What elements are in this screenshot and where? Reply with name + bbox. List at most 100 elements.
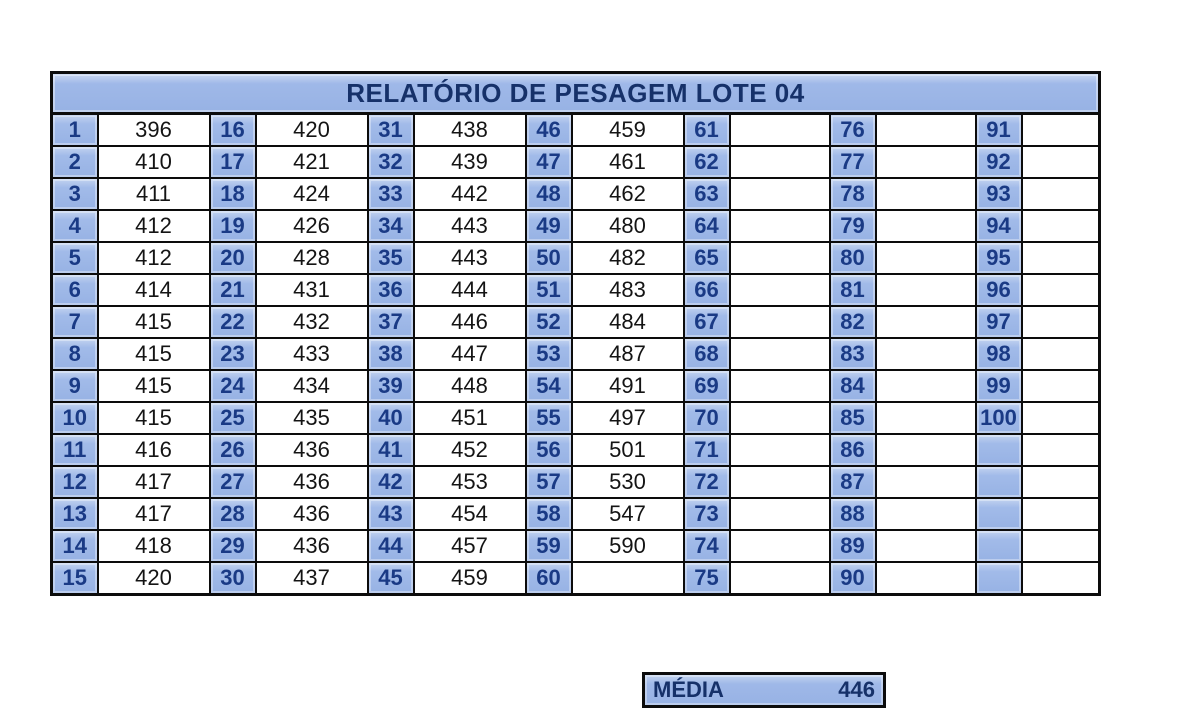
weight-value-cell[interactable]: [1020, 273, 1101, 307]
row-number-cell[interactable]: 87: [828, 465, 877, 499]
row-number-cell[interactable]: 44: [366, 529, 415, 563]
weight-value-cell[interactable]: 453: [412, 465, 527, 499]
weight-value-cell[interactable]: 444: [412, 273, 527, 307]
row-number-cell[interactable]: 55: [524, 401, 573, 435]
row-number-cell[interactable]: 74: [682, 529, 731, 563]
weight-value-cell[interactable]: 411: [96, 177, 211, 211]
row-number-cell[interactable]: 8: [50, 337, 99, 371]
weight-value-cell[interactable]: 415: [96, 337, 211, 371]
row-number-cell[interactable]: 95: [974, 241, 1023, 275]
weight-value-cell[interactable]: 436: [254, 529, 369, 563]
row-number-cell[interactable]: 75: [682, 561, 731, 596]
weight-value-cell[interactable]: 438: [412, 112, 527, 147]
weight-value-cell[interactable]: [874, 465, 977, 499]
row-number-cell[interactable]: [974, 465, 1023, 499]
weight-value-cell[interactable]: [728, 465, 831, 499]
weight-value-cell[interactable]: 482: [570, 241, 685, 275]
weight-value-cell[interactable]: 414: [96, 273, 211, 307]
weight-value-cell[interactable]: 421: [254, 145, 369, 179]
weight-value-cell[interactable]: [874, 337, 977, 371]
weight-value-cell[interactable]: [874, 401, 977, 435]
row-number-cell[interactable]: 5: [50, 241, 99, 275]
row-number-cell[interactable]: 90: [828, 561, 877, 596]
row-number-cell[interactable]: 21: [208, 273, 257, 307]
row-number-cell[interactable]: 96: [974, 273, 1023, 307]
row-number-cell[interactable]: 26: [208, 433, 257, 467]
weight-value-cell[interactable]: [1020, 337, 1101, 371]
row-number-cell[interactable]: 11: [50, 433, 99, 467]
row-number-cell[interactable]: 71: [682, 433, 731, 467]
row-number-cell[interactable]: 46: [524, 112, 573, 147]
row-number-cell[interactable]: 25: [208, 401, 257, 435]
weight-value-cell[interactable]: 436: [254, 433, 369, 467]
row-number-cell[interactable]: 4: [50, 209, 99, 243]
row-number-cell[interactable]: 92: [974, 145, 1023, 179]
weight-value-cell[interactable]: 417: [96, 465, 211, 499]
weight-value-cell[interactable]: 446: [412, 305, 527, 339]
weight-value-cell[interactable]: 431: [254, 273, 369, 307]
row-number-cell[interactable]: 52: [524, 305, 573, 339]
row-number-cell[interactable]: 34: [366, 209, 415, 243]
weight-value-cell[interactable]: 443: [412, 241, 527, 275]
row-number-cell[interactable]: 3: [50, 177, 99, 211]
row-number-cell[interactable]: 47: [524, 145, 573, 179]
row-number-cell[interactable]: 22: [208, 305, 257, 339]
row-number-cell[interactable]: 85: [828, 401, 877, 435]
row-number-cell[interactable]: 65: [682, 241, 731, 275]
row-number-cell[interactable]: 51: [524, 273, 573, 307]
row-number-cell[interactable]: 80: [828, 241, 877, 275]
weight-value-cell[interactable]: 434: [254, 369, 369, 403]
weight-value-cell[interactable]: [728, 497, 831, 531]
row-number-cell[interactable]: [974, 529, 1023, 563]
row-number-cell[interactable]: 17: [208, 145, 257, 179]
weight-value-cell[interactable]: [874, 497, 977, 531]
weight-value-cell[interactable]: 436: [254, 497, 369, 531]
weight-value-cell[interactable]: 418: [96, 529, 211, 563]
row-number-cell[interactable]: 82: [828, 305, 877, 339]
weight-value-cell[interactable]: [874, 209, 977, 243]
row-number-cell[interactable]: 76: [828, 112, 877, 147]
row-number-cell[interactable]: 49: [524, 209, 573, 243]
weight-value-cell[interactable]: [874, 529, 977, 563]
weight-value-cell[interactable]: 442: [412, 177, 527, 211]
row-number-cell[interactable]: 50: [524, 241, 573, 275]
weight-value-cell[interactable]: [728, 305, 831, 339]
weight-value-cell[interactable]: [1020, 497, 1101, 531]
row-number-cell[interactable]: 84: [828, 369, 877, 403]
weight-value-cell[interactable]: [1020, 145, 1101, 179]
weight-value-cell[interactable]: 451: [412, 401, 527, 435]
row-number-cell[interactable]: 98: [974, 337, 1023, 371]
weight-value-cell[interactable]: 457: [412, 529, 527, 563]
row-number-cell[interactable]: 18: [208, 177, 257, 211]
row-number-cell[interactable]: 86: [828, 433, 877, 467]
row-number-cell[interactable]: 70: [682, 401, 731, 435]
row-number-cell[interactable]: 77: [828, 145, 877, 179]
row-number-cell[interactable]: 62: [682, 145, 731, 179]
row-number-cell[interactable]: 12: [50, 465, 99, 499]
weight-value-cell[interactable]: 459: [570, 112, 685, 147]
weight-value-cell[interactable]: 459: [412, 561, 527, 596]
row-number-cell[interactable]: 16: [208, 112, 257, 147]
row-number-cell[interactable]: 91: [974, 112, 1023, 147]
weight-value-cell[interactable]: [1020, 177, 1101, 211]
row-number-cell[interactable]: [974, 433, 1023, 467]
weight-value-cell[interactable]: [728, 561, 831, 596]
weight-value-cell[interactable]: [1020, 112, 1101, 147]
weight-value-cell[interactable]: 433: [254, 337, 369, 371]
row-number-cell[interactable]: 27: [208, 465, 257, 499]
row-number-cell[interactable]: 48: [524, 177, 573, 211]
weight-value-cell[interactable]: 432: [254, 305, 369, 339]
row-number-cell[interactable]: 63: [682, 177, 731, 211]
weight-value-cell[interactable]: 437: [254, 561, 369, 596]
weight-value-cell[interactable]: 435: [254, 401, 369, 435]
row-number-cell[interactable]: 15: [50, 561, 99, 596]
weight-value-cell[interactable]: 484: [570, 305, 685, 339]
weight-value-cell[interactable]: [728, 209, 831, 243]
weight-value-cell[interactable]: [728, 241, 831, 275]
weight-value-cell[interactable]: 443: [412, 209, 527, 243]
weight-value-cell[interactable]: [728, 112, 831, 147]
row-number-cell[interactable]: 67: [682, 305, 731, 339]
row-number-cell[interactable]: 53: [524, 337, 573, 371]
weight-value-cell[interactable]: 415: [96, 305, 211, 339]
weight-value-cell[interactable]: [1020, 561, 1101, 596]
